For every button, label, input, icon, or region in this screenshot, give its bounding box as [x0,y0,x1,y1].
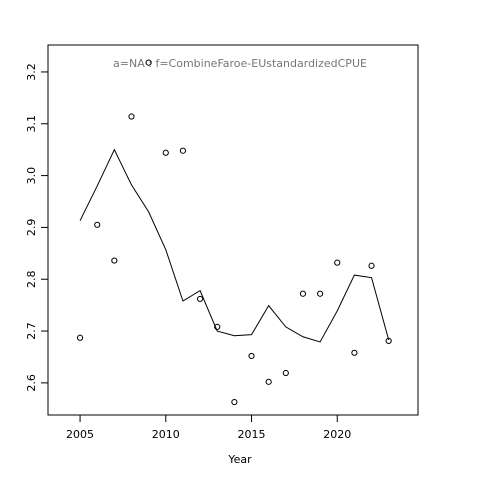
y-tick-label: 3.2 [25,63,38,81]
point [128,113,135,120]
point [265,378,272,385]
x-tick-label: 2015 [238,428,266,441]
point [111,257,118,264]
point [214,323,221,331]
x-axis-label: Year [227,453,252,466]
point [196,295,204,303]
y-tick-label: 2.8 [25,270,38,288]
x-tick-label: 2005 [66,428,94,441]
point [368,262,375,269]
y-tick-label: 2.9 [25,219,38,237]
y-tick-label: 2.7 [25,322,38,340]
point [179,147,187,154]
point [94,221,101,228]
x-tick-label: 2010 [152,428,180,441]
point [351,349,358,356]
point [248,352,255,360]
x-tick-label: 2020 [323,428,351,441]
chart-title: a=NA : f=CombineFaroe-EUstandardizedCPUE [113,57,367,70]
y-tick-label: 2.6 [25,374,38,392]
point [162,149,169,156]
plot-box [47,44,419,416]
y-tick-label: 3.1 [25,115,38,133]
line [79,148,390,343]
point [316,290,324,297]
point [282,369,289,377]
y-tick-label: 3.0 [25,167,38,185]
point [231,398,238,406]
point [334,259,341,266]
point [145,59,152,66]
point [76,334,84,341]
point [299,290,307,297]
